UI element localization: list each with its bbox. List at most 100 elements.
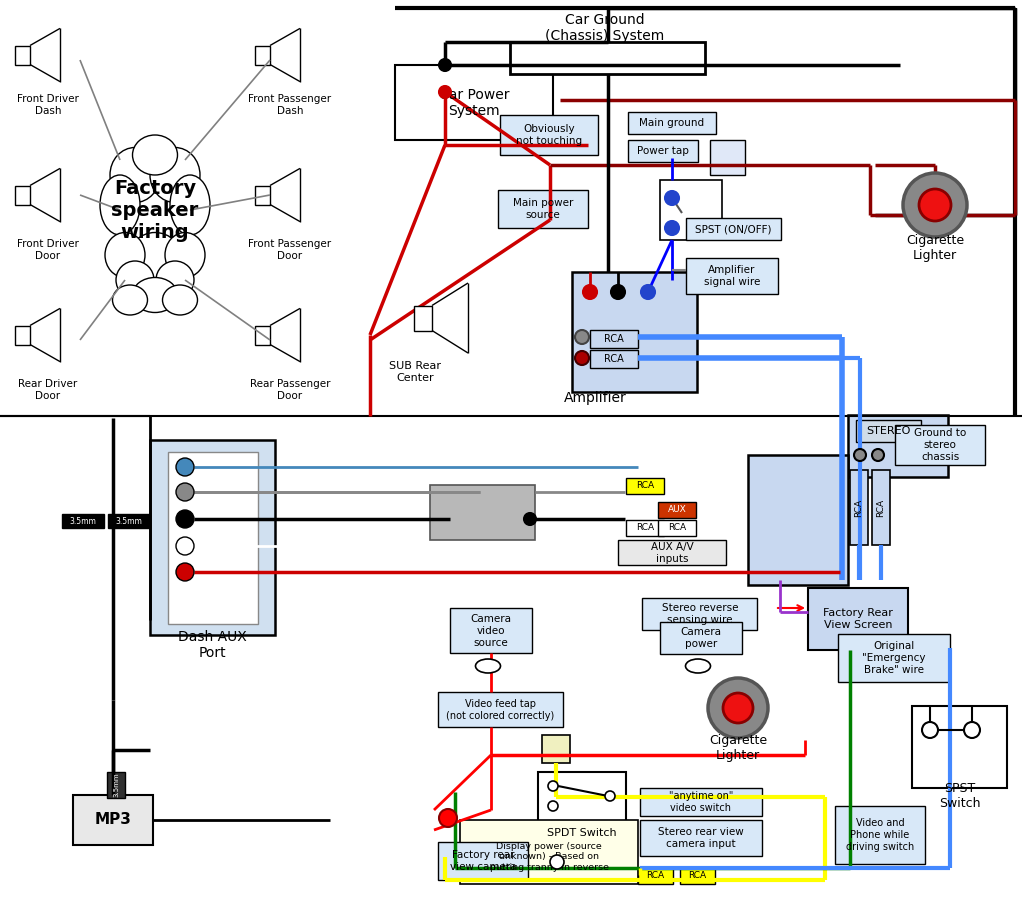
Circle shape (665, 221, 679, 235)
Bar (686, 218, 781, 240)
Text: SPST (ON/OFF): SPST (ON/OFF) (695, 224, 772, 234)
Text: 3.5mm: 3.5mm (113, 772, 119, 797)
Text: Factory Rear
View Screen: Factory Rear View Screen (823, 609, 893, 630)
Text: RCA: RCA (688, 871, 706, 880)
Text: Factory
speaker
wiring: Factory speaker wiring (111, 179, 198, 242)
Text: Main ground: Main ground (640, 118, 704, 128)
Ellipse shape (686, 659, 710, 673)
Circle shape (723, 693, 753, 723)
Circle shape (176, 537, 194, 555)
Ellipse shape (133, 135, 178, 175)
Circle shape (176, 510, 194, 528)
Circle shape (665, 191, 679, 205)
Circle shape (575, 330, 589, 344)
Circle shape (176, 483, 194, 501)
Text: Front Driver
Dash: Front Driver Dash (17, 94, 79, 116)
Ellipse shape (100, 175, 140, 235)
Circle shape (439, 86, 451, 98)
Ellipse shape (133, 278, 178, 313)
Bar (256, 46, 270, 65)
Text: Display power (source
unknown) - Based on
putting tranny in reverse: Display power (source unknown) - Based o… (490, 842, 608, 872)
Text: AUX A/V
inputs: AUX A/V inputs (651, 542, 693, 564)
Bar (62, 514, 104, 528)
Bar (450, 608, 532, 653)
Text: Power tap: Power tap (637, 146, 689, 156)
Bar (748, 455, 848, 585)
Bar (640, 820, 762, 856)
Bar (710, 140, 745, 175)
Text: Obviously
not touching: Obviously not touching (516, 124, 583, 146)
Circle shape (922, 722, 938, 738)
Text: RCA: RCA (604, 354, 623, 364)
Bar (680, 868, 715, 884)
Circle shape (903, 173, 967, 237)
Text: RCA: RCA (668, 523, 686, 532)
Bar (808, 588, 908, 650)
Circle shape (548, 801, 558, 811)
Circle shape (550, 855, 564, 869)
Bar (848, 415, 948, 477)
Bar (542, 735, 570, 763)
Bar (438, 842, 528, 880)
Text: RCA: RCA (854, 499, 864, 517)
Text: Stereo rear view
camera input: Stereo rear view camera input (658, 827, 744, 849)
Bar (430, 485, 535, 540)
Bar (108, 514, 150, 528)
Text: Front Passenger
Door: Front Passenger Door (248, 239, 331, 261)
Ellipse shape (112, 285, 147, 315)
Text: RCA: RCA (604, 334, 623, 344)
Bar (626, 478, 664, 494)
Bar (15, 185, 30, 204)
Text: STEREO: STEREO (866, 426, 911, 436)
Bar (912, 706, 1007, 788)
Bar (150, 440, 275, 635)
Text: RCA: RCA (877, 499, 885, 517)
Bar (15, 325, 30, 344)
Text: Rear Passenger
Door: Rear Passenger Door (249, 379, 330, 401)
Ellipse shape (156, 261, 194, 299)
Text: Stereo reverse
sensing wire: Stereo reverse sensing wire (662, 603, 738, 625)
Circle shape (439, 809, 457, 827)
Text: Front Driver
Door: Front Driver Door (17, 239, 79, 261)
Bar (856, 420, 921, 442)
Bar (394, 65, 553, 140)
Text: Factory rear
view camera: Factory rear view camera (450, 850, 516, 872)
Circle shape (872, 449, 884, 461)
Bar (538, 772, 626, 827)
Ellipse shape (105, 233, 145, 278)
Text: RCA: RCA (636, 482, 654, 491)
Bar (73, 795, 153, 845)
Text: Video and
Phone while
driving switch: Video and Phone while driving switch (846, 818, 914, 851)
Bar (590, 350, 638, 368)
Circle shape (524, 513, 536, 525)
Bar (414, 306, 432, 331)
Text: Amplifier
signal wire: Amplifier signal wire (704, 265, 760, 287)
Text: 3.5mm: 3.5mm (69, 517, 96, 526)
Text: Original
"Emergency
Brake" wire: Original "Emergency Brake" wire (863, 641, 926, 674)
Ellipse shape (128, 233, 183, 288)
Text: Dash AUX
Port: Dash AUX Port (178, 630, 246, 660)
Circle shape (583, 285, 597, 299)
Text: Ground to
stereo
chassis: Ground to stereo chassis (914, 429, 966, 461)
Text: MP3: MP3 (95, 813, 132, 827)
Bar (660, 180, 722, 240)
Ellipse shape (110, 147, 160, 202)
Ellipse shape (162, 285, 197, 315)
Ellipse shape (150, 147, 200, 202)
Ellipse shape (475, 659, 501, 673)
Text: Rear Driver
Door: Rear Driver Door (18, 379, 78, 401)
Bar (438, 692, 563, 727)
Circle shape (439, 59, 451, 71)
Text: AUX: AUX (667, 505, 687, 514)
Text: SPDT Switch: SPDT Switch (547, 828, 617, 838)
Bar (872, 470, 890, 545)
Text: Car Power
System: Car Power System (438, 88, 509, 118)
Text: Amplifier: Amplifier (563, 391, 626, 405)
Bar (640, 788, 762, 816)
Bar (618, 540, 726, 565)
Bar (628, 140, 698, 162)
Bar (500, 115, 598, 155)
Bar (510, 42, 705, 74)
Text: Car Ground
(Chassis) System: Car Ground (Chassis) System (546, 13, 664, 43)
Bar (658, 502, 696, 518)
